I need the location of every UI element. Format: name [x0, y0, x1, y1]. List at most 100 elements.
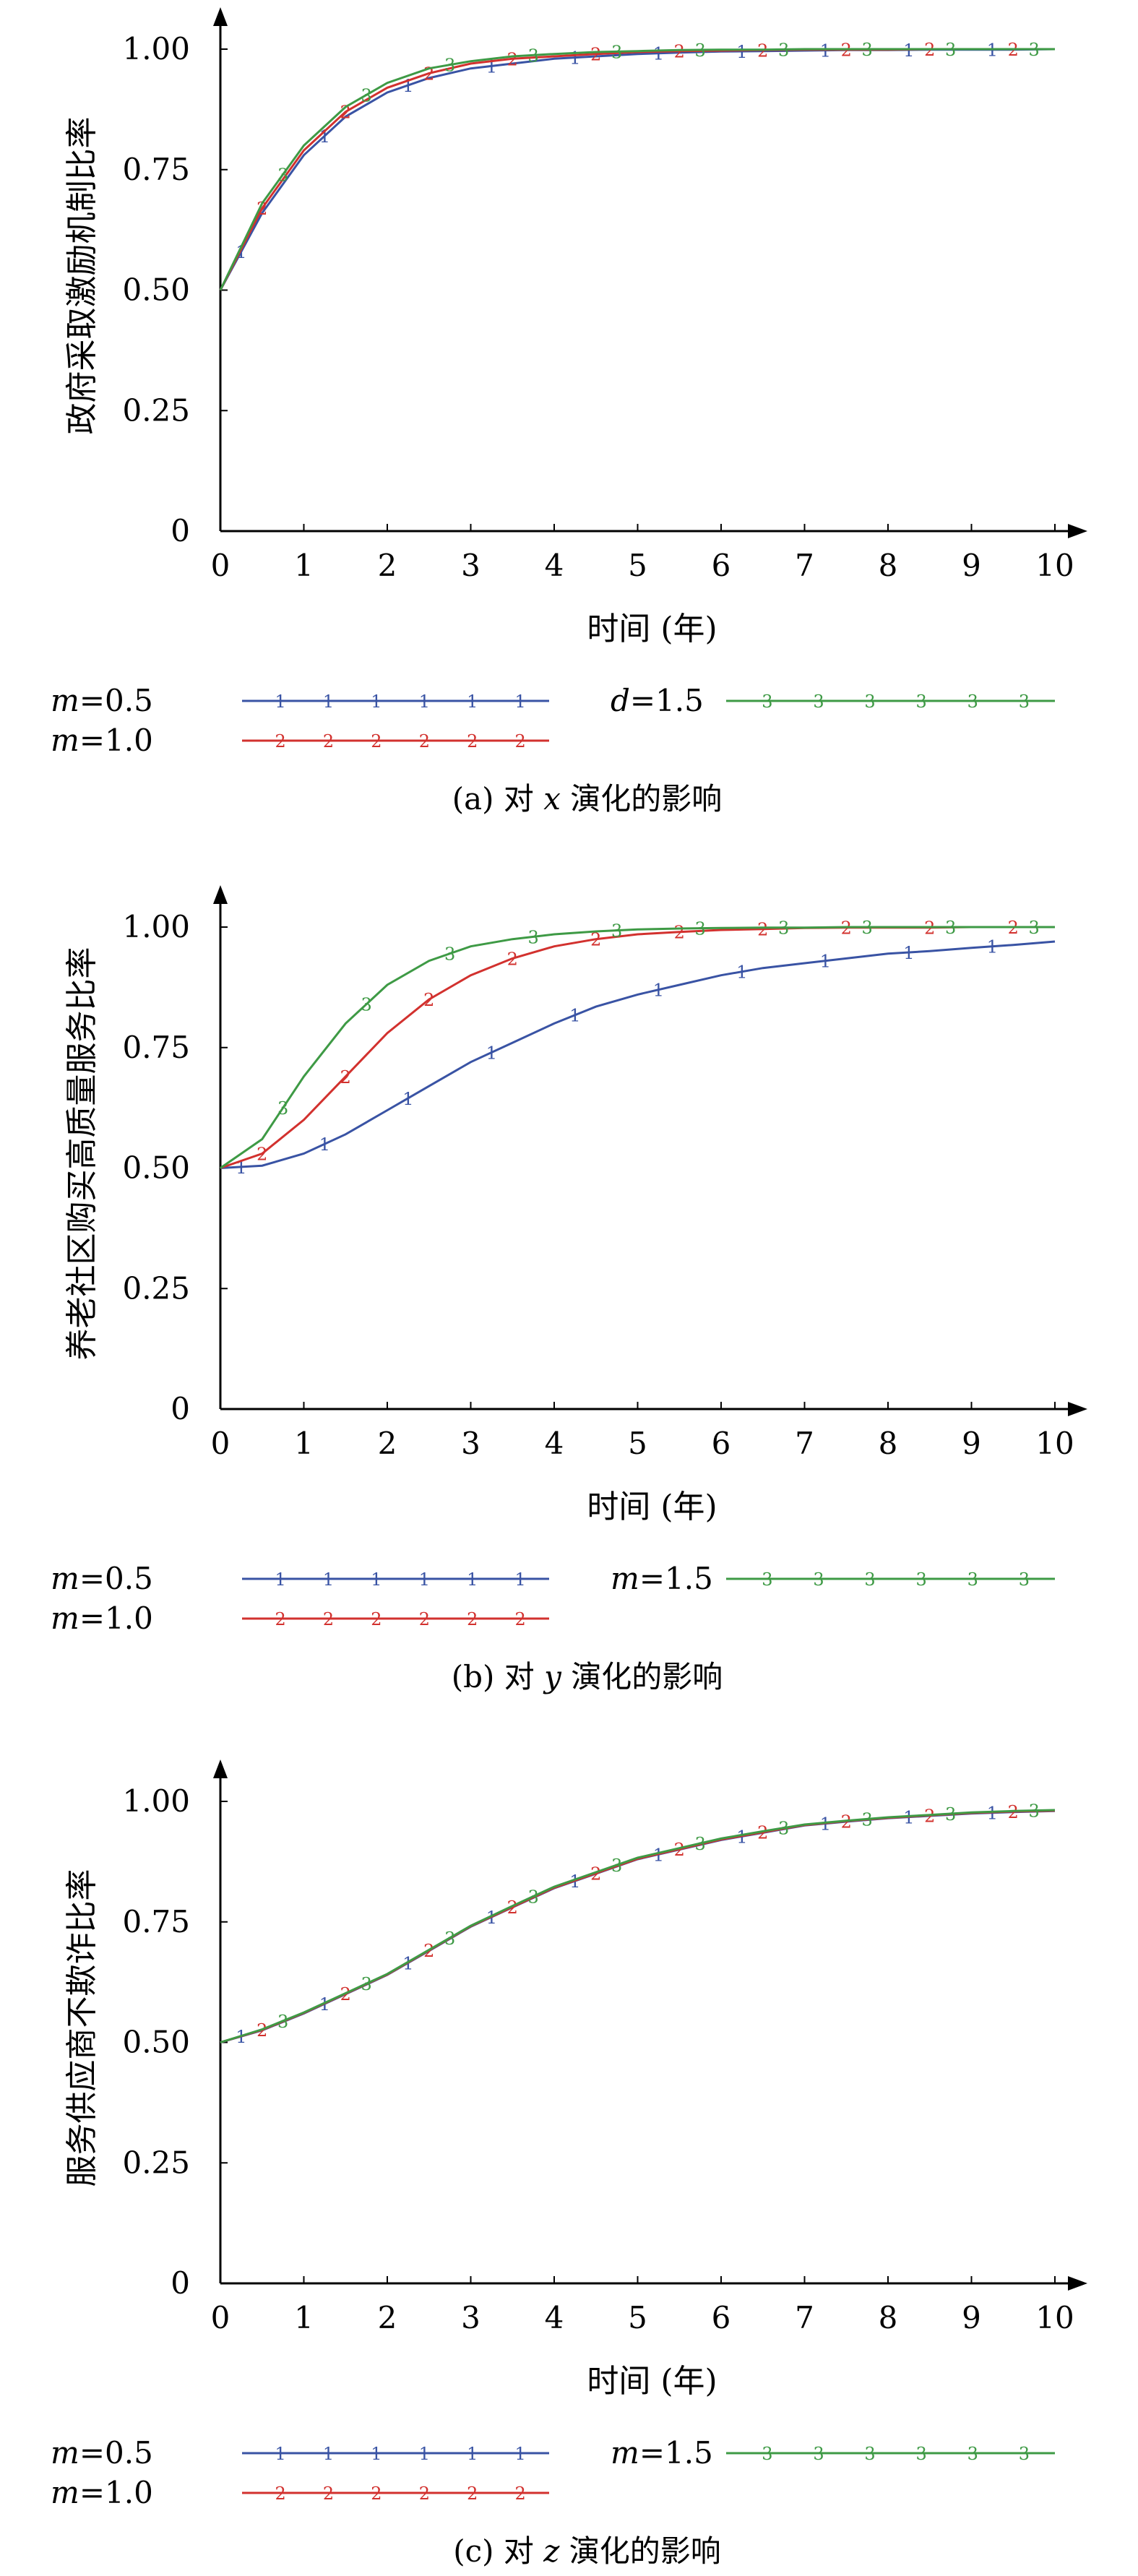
series-line — [220, 926, 1055, 1169]
legend-marker: 1 — [371, 692, 382, 712]
x-tick-label: 9 — [962, 1426, 981, 1461]
legend-marker: 1 — [419, 2444, 430, 2464]
x-tick-label: 7 — [795, 1426, 814, 1461]
series-line — [219, 48, 1055, 291]
panel-caption: (b) 对 y 演化的影响 — [452, 1659, 723, 1694]
series-point-marker: 1 — [319, 1994, 330, 2015]
x-tick-label: 1 — [294, 548, 314, 583]
series-point-marker: 1 — [903, 943, 914, 963]
series-point-marker: 3 — [945, 1804, 956, 1825]
series-point-marker: 3 — [277, 2012, 288, 2032]
x-tick-label: 7 — [795, 2300, 814, 2335]
series-point-marker: 3 — [694, 40, 705, 61]
series-point-marker: 1 — [319, 1134, 330, 1155]
series-point-marker: 3 — [361, 1974, 371, 1994]
series-point-marker: 2 — [757, 40, 768, 61]
series-point-marker: 2 — [590, 45, 601, 65]
x-tick-label: 3 — [461, 548, 480, 583]
series-point-marker: 1 — [569, 1006, 580, 1026]
series-point-marker: 2 — [841, 918, 852, 939]
legend-marker: 3 — [1019, 2444, 1030, 2464]
legend-marker: 2 — [419, 2484, 430, 2504]
y-tick-label: 1.00 — [122, 1783, 190, 1819]
legend-marker: 2 — [371, 1609, 382, 1629]
series-point-marker: 2 — [257, 1144, 267, 1164]
series-point-marker: 3 — [444, 1929, 455, 1949]
legend-label: m=1.0 — [51, 2475, 153, 2510]
series-point-marker: 3 — [861, 40, 872, 60]
legend-marker: 1 — [275, 692, 285, 712]
y-tick-label: 0.25 — [122, 2145, 190, 2180]
legend-marker: 3 — [967, 692, 978, 712]
series-point-marker: 1 — [903, 40, 914, 61]
series-point-marker: 1 — [236, 242, 246, 262]
series-point-marker: 2 — [257, 199, 267, 219]
legend-marker: 1 — [275, 2444, 285, 2464]
series-point-marker: 3 — [527, 1887, 538, 1907]
x-tick-label: 9 — [962, 2300, 981, 2335]
series-point-marker: 3 — [945, 40, 956, 60]
legend-marker: 1 — [275, 1569, 285, 1590]
legend-item-2: m=1.0 2 2 2 2 2 2 — [51, 1601, 549, 1636]
panel-caption: (a) 对 x 演化的影响 — [452, 781, 723, 817]
legend-marker: 3 — [916, 692, 927, 712]
legend-marker: 1 — [515, 2444, 526, 2464]
legend-label: m=1.5 — [611, 2435, 713, 2471]
legend-marker: 1 — [515, 1569, 526, 1590]
x-tick-label: 5 — [628, 548, 647, 583]
x-tick-label: 6 — [712, 2300, 731, 2335]
legend-marker: 1 — [323, 2444, 334, 2464]
legend-marker: 2 — [515, 731, 526, 751]
series-point-marker: 3 — [527, 46, 538, 66]
legend-marker: 3 — [813, 692, 824, 712]
legend-label: m=0.5 — [51, 2435, 153, 2471]
legend-marker: 3 — [864, 692, 875, 712]
series-line — [220, 926, 1055, 1169]
series-point-marker: 1 — [653, 981, 664, 1001]
x-tick-label: 8 — [879, 2300, 898, 2335]
legend-marker: 1 — [467, 2444, 478, 2464]
legend-marker: 1 — [323, 692, 334, 712]
x-tick-label: 0 — [211, 2300, 230, 2335]
series-point-marker: 3 — [361, 995, 371, 1015]
y-tick-label: 0.25 — [122, 1270, 190, 1306]
legend-marker: 2 — [371, 2484, 382, 2504]
series-point-marker: 3 — [277, 165, 288, 185]
legend-marker: 3 — [813, 1569, 824, 1590]
series-point-marker: 3 — [1028, 1801, 1039, 1822]
x-tick-label: 9 — [962, 548, 981, 583]
legend-item-1: m=0.5 1 1 1 1 1 1 — [51, 1561, 549, 1596]
y-axis-title: 养老社区购买高质量服务比率 — [64, 947, 100, 1361]
series-line — [220, 940, 1056, 1169]
series-line — [220, 1809, 1056, 2043]
x-tick-label: 10 — [1035, 548, 1074, 583]
x-tick-label: 10 — [1035, 2300, 1074, 2335]
legend-marker: 3 — [916, 2444, 927, 2464]
legend-marker: 2 — [323, 731, 334, 751]
legend-item-2: m=1.0 2 2 2 2 2 2 — [51, 723, 549, 758]
series-point-marker: 3 — [694, 919, 705, 939]
series-point-marker: 3 — [778, 918, 789, 939]
series-point-marker: 3 — [1028, 40, 1039, 60]
legend-item-3: m=1.5 3 3 3 3 3 3 — [611, 2435, 1055, 2471]
series-point-marker: 1 — [736, 42, 747, 62]
x-axis-title: 时间 (年) — [587, 2363, 717, 2400]
legend-marker: 3 — [967, 1569, 978, 1590]
x-tick-label: 0 — [211, 548, 230, 583]
legend-label: m=0.5 — [51, 683, 153, 718]
y-axis-title: 政府采取激励机制比率 — [64, 117, 100, 435]
series-point-marker: 1 — [987, 1804, 998, 1824]
series-point-marker: 2 — [674, 42, 685, 62]
legend-marker: 2 — [419, 731, 430, 751]
series-point-marker: 3 — [778, 1819, 789, 1839]
y-tick-label: 0.50 — [122, 2025, 190, 2060]
series-point-marker: 1 — [820, 952, 831, 972]
legend-marker: 1 — [515, 692, 526, 712]
x-tick-label: 4 — [545, 1426, 564, 1461]
legend-marker: 1 — [419, 1569, 430, 1590]
x-tick-label: 4 — [545, 2300, 564, 2335]
